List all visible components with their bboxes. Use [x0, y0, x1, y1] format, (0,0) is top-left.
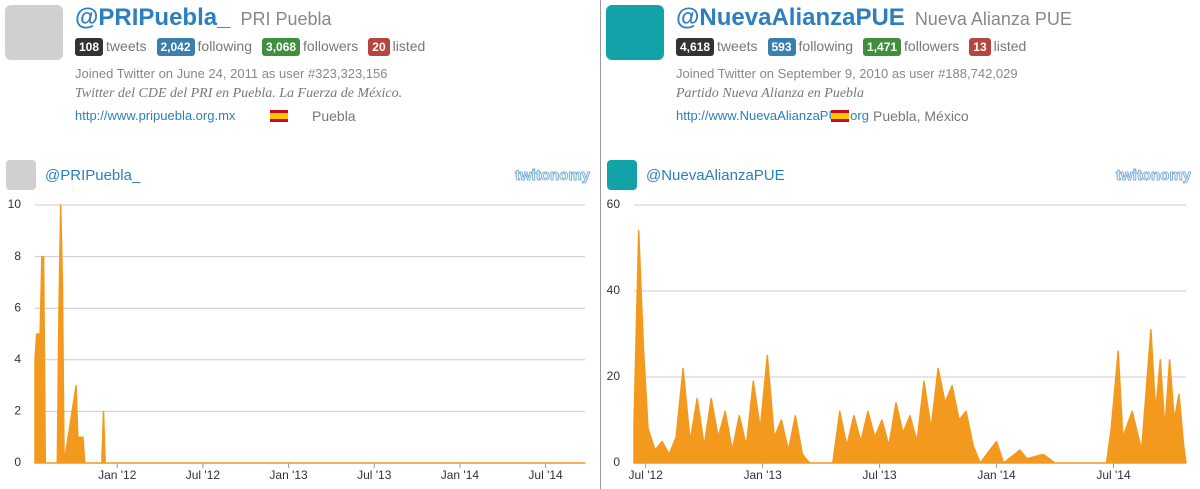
handle[interactable]: @NuevaAlianzaPUE	[676, 4, 905, 31]
x-tick-label: Jan '12	[98, 468, 137, 482]
y-tick-label: 6	[14, 300, 21, 314]
profile-header: @PRIPuebla_ PRI Puebla	[75, 4, 332, 32]
brand: twitonomy	[1116, 167, 1192, 184]
bio: Partido Nueva Alianza en Puebla	[676, 86, 864, 101]
y-tick-label: 60	[607, 197, 621, 211]
stat-count: 4,618	[676, 38, 715, 56]
stat-label: tweets	[717, 38, 758, 54]
handle[interactable]: @PRIPuebla_	[75, 4, 231, 31]
area	[34, 204, 586, 464]
profile-panel: @NuevaAlianzaPUE Nueva Alianza PUE 4,618 tw…	[601, 0, 1200, 489]
avatar	[606, 5, 664, 60]
url[interactable]: http://www.pripuebla.org.mx	[75, 108, 236, 123]
x-tick-label: Jan '13	[743, 468, 782, 482]
chart-title: @NuevaAlianzaPUE	[646, 167, 785, 184]
x-tick-label: Jul '12	[629, 468, 664, 482]
y-tick-label: 8	[14, 249, 21, 263]
location: Puebla, México	[873, 108, 969, 124]
x-tick-label: Jul '13	[357, 468, 392, 482]
y-tick-label: 10	[8, 197, 22, 211]
chart-title: @PRIPuebla_	[45, 167, 141, 184]
stat-label: following	[197, 38, 253, 54]
stat-label: following	[798, 38, 854, 54]
y-tick-label: 0	[613, 455, 620, 469]
bio: Twitter del CDE del PRI en Puebla. La Fu…	[75, 86, 403, 101]
x-tick-label: Jan '13	[269, 468, 308, 482]
stat-label: tweets	[106, 38, 147, 54]
x-tick-label: Jul '12	[186, 468, 221, 482]
flag	[831, 110, 849, 122]
stat-count: 3,068	[262, 38, 301, 56]
stat-count: 1,471	[863, 38, 902, 56]
stats: 4,618 tweets 593 following 1,471 followers 13 l…	[676, 38, 1036, 56]
chart: @NuevaAlianzaPUE twitonomy 0 20 40 60 Jul '12 J…	[607, 160, 1192, 482]
stat-count: 2,042	[156, 38, 195, 56]
display-name: Nueva Alianza PUE	[914, 9, 1072, 29]
stat-count: 108	[75, 38, 104, 56]
x-tick-label: Jul '14	[1096, 468, 1131, 482]
chart-icon	[6, 160, 36, 190]
joined: Joined Twitter on June 24, 2011 as user …	[75, 66, 388, 81]
stats: 108 tweets 2,042 following 3,068 followers 20 l…	[75, 38, 435, 56]
stat-count: 20	[368, 38, 390, 56]
brand: twitonomy	[515, 167, 591, 184]
y-tick-label: 20	[607, 369, 621, 383]
stat-count: 13	[969, 38, 991, 56]
location: Puebla	[312, 108, 356, 124]
y-tick-label: 2	[14, 404, 21, 418]
stat-label: listed	[392, 38, 426, 54]
x-tick-label: Jan '14	[977, 468, 1016, 482]
profile-panel: @PRIPuebla_ PRI Puebla 108 tweets 2,042 follo…	[5, 4, 591, 482]
divider	[600, 0, 601, 489]
chart: @PRIPuebla_ twitonomy 0 2 4 6 8 10 Jan '12 Jul '1…	[6, 160, 591, 482]
y-tick-label: 40	[607, 283, 621, 297]
area	[633, 230, 1187, 464]
chart-icon	[607, 160, 637, 190]
profile-header: @NuevaAlianzaPUE Nueva Alianza PUE	[676, 4, 1072, 32]
x-tick-label: Jul '14	[528, 468, 563, 482]
display-name: PRI Puebla	[240, 9, 332, 29]
avatar	[5, 5, 63, 60]
x-tick-label: Jul '13	[862, 468, 897, 482]
url[interactable]: http://www.NuevaAlianzaPUE.org	[676, 108, 869, 123]
stat-label: followers	[303, 38, 359, 54]
stat-label: followers	[904, 38, 960, 54]
x-tick-label: Jan '14	[441, 468, 480, 482]
flag	[270, 110, 288, 122]
y-tick-label: 4	[14, 352, 21, 366]
stat-label: listed	[993, 38, 1027, 54]
y-tick-label: 0	[14, 455, 21, 469]
joined: Joined Twitter on September 9, 2010 as u…	[676, 66, 1018, 81]
stat-count: 593	[767, 38, 796, 56]
